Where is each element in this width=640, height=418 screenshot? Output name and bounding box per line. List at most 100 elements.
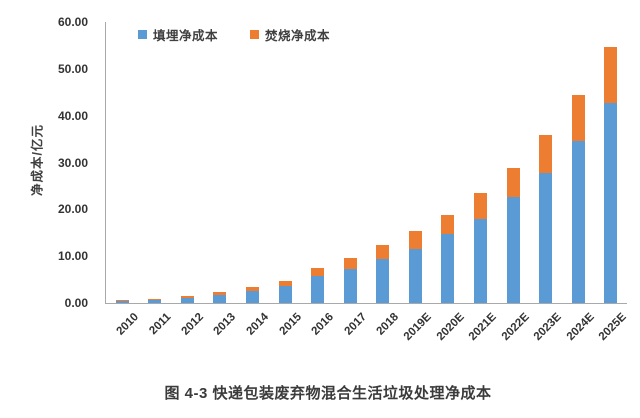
- stacked-bar-2023E: [539, 135, 553, 303]
- bar-segment-incineration: [278, 280, 292, 287]
- stacked-bar-2015: [278, 280, 292, 303]
- x-tick-label: 2025E: [597, 311, 630, 344]
- y-tick-label: 60.00: [57, 15, 88, 29]
- bar-slot-2017: [334, 22, 367, 303]
- bar-segment-landfill: [441, 234, 455, 303]
- bar-slot-2011: [139, 22, 172, 303]
- bar-segment-incineration: [180, 296, 194, 298]
- x-label-slot: 2021E: [463, 308, 499, 356]
- x-tick-label: 2023E: [532, 311, 565, 344]
- bar-segment-landfill: [473, 218, 487, 303]
- bar-slot-2013: [204, 22, 237, 303]
- bar-segment-landfill: [213, 294, 227, 303]
- bar-segment-landfill: [311, 275, 325, 303]
- bar-segment-incineration: [473, 193, 487, 219]
- x-label-slot: 2010: [105, 308, 141, 356]
- x-label-slot: 2025E: [593, 308, 630, 356]
- x-label-slot: 2022E: [496, 308, 532, 356]
- stacked-bar-2025E: [604, 46, 618, 303]
- bar-segment-incineration: [343, 258, 357, 270]
- legend-label: 填埋净成本: [153, 29, 219, 43]
- x-label-slot: 2018: [366, 308, 402, 356]
- bar-segment-landfill: [376, 258, 390, 303]
- bar-slot-2014: [236, 22, 269, 303]
- bar-slot-2019E: [399, 22, 432, 303]
- plot-area: [105, 22, 627, 304]
- stacked-bar-2010: [115, 300, 129, 303]
- x-label-slot: 2020E: [431, 308, 466, 356]
- bar-segment-landfill: [148, 299, 162, 303]
- bar-segment-landfill: [539, 172, 553, 303]
- figure-caption: 图 4-3 快递包装废弃物混合生活垃圾处理净成本: [164, 385, 492, 402]
- x-label-slot: 2016: [300, 308, 337, 356]
- x-label-slot: 2019E: [398, 308, 434, 356]
- y-tick-label: 30.00: [57, 155, 88, 170]
- bar-slot-2025E: [594, 22, 627, 303]
- bar-segment-landfill: [278, 286, 292, 303]
- y-tick-label: 0.00: [64, 296, 88, 310]
- bar-segment-landfill: [571, 140, 585, 303]
- x-label-slot: 2015: [268, 308, 304, 356]
- x-tick-label: 2024E: [564, 311, 597, 344]
- stacked-bar-2017: [343, 258, 357, 303]
- bar-segment-landfill: [115, 301, 129, 303]
- x-label-slot: 2017: [333, 308, 369, 356]
- bar-segment-incineration: [376, 244, 390, 259]
- bar-segment-landfill: [246, 290, 260, 303]
- bar-segment-landfill: [408, 248, 422, 303]
- bar-slot-2021E: [464, 22, 497, 303]
- x-label-slot: 2014: [235, 308, 271, 356]
- bar-segment-incineration: [441, 214, 455, 235]
- bar-segment-landfill: [180, 297, 194, 303]
- bar-slot-2015: [269, 22, 302, 303]
- x-label-slot: 2012: [170, 308, 206, 356]
- legend-item-0: 填埋净成本: [138, 25, 218, 44]
- x-label-slot: 2013: [203, 308, 239, 356]
- stacked-bar-2022E: [506, 167, 520, 303]
- stacked-bar-2020E: [441, 214, 455, 303]
- bar-segment-incineration: [246, 286, 260, 291]
- bar-slot-2023E: [529, 22, 562, 303]
- bar-slot-2022E: [497, 22, 530, 303]
- bar-segment-landfill: [343, 269, 357, 303]
- bar-segment-incineration: [604, 46, 618, 103]
- legend-color-swatch-icon: [138, 30, 147, 39]
- y-tick-label: 40.00: [57, 108, 88, 123]
- bar-segment-incineration: [148, 298, 162, 300]
- bar-slot-2012: [171, 22, 204, 303]
- bar-segment-incineration: [213, 292, 227, 295]
- stacked-bar-2011: [148, 298, 162, 303]
- stacked-bar-2024E: [571, 95, 585, 303]
- bar-slot-2010: [106, 22, 139, 303]
- bar-slot-2024E: [562, 22, 595, 303]
- bar-slot-2016: [301, 22, 334, 303]
- bar-segment-incineration: [311, 268, 325, 276]
- bar-segment-incineration: [408, 231, 422, 249]
- chart-legend: 填埋净成本 焚烧净成本: [138, 25, 330, 44]
- x-tick-label: 2021E: [466, 311, 499, 344]
- bar-segment-incineration: [506, 167, 520, 198]
- bar-segment-incineration: [115, 300, 129, 302]
- stacked-bar-2019E: [408, 231, 422, 303]
- x-axis-labels: 2010 2011 2012 2013 2014 2015 2016 2017 2018 2019…: [105, 308, 630, 356]
- y-axis-tick-labels: 60.00 50.00 40.00 30.00 20.00 10.00 0.00: [0, 15, 88, 310]
- stacked-bar-2014: [246, 286, 260, 303]
- x-label-slot: 2023E: [528, 308, 565, 356]
- bar-slot-2018: [367, 22, 400, 303]
- y-tick-label: 10.00: [57, 249, 88, 264]
- bar-segment-incineration: [539, 135, 553, 173]
- stacked-bar-2012: [180, 296, 194, 303]
- y-tick-label: 20.00: [57, 202, 88, 217]
- bar-slot-2020E: [432, 22, 465, 303]
- bar-segment-incineration: [571, 95, 585, 141]
- legend-color-swatch-icon: [250, 30, 260, 39]
- x-label-slot: 2024E: [561, 308, 597, 356]
- legend-item-1: 焚烧净成本: [250, 25, 330, 44]
- x-tick-label: 2019E: [401, 311, 434, 344]
- bar-segment-landfill: [506, 197, 520, 303]
- x-label-slot: 2011: [138, 308, 173, 356]
- stacked-bar-2018: [376, 244, 390, 303]
- x-tick-label: 2022E: [499, 311, 532, 344]
- stacked-bar-2016: [311, 268, 325, 303]
